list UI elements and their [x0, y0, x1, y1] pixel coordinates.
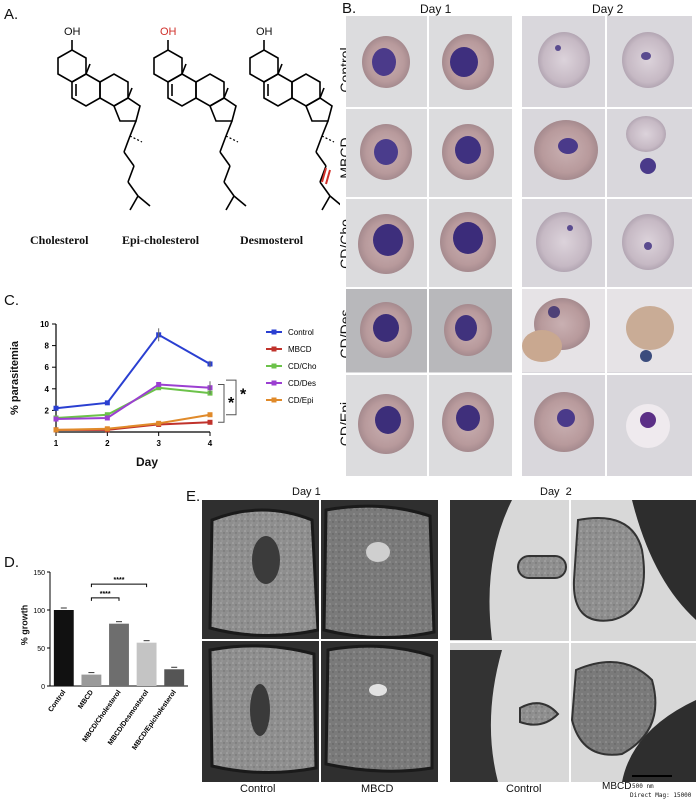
chart-c-ytick-label: 4	[45, 385, 50, 394]
chart-d-bar	[136, 642, 157, 686]
chart-c-ytick-label: 2	[45, 406, 50, 415]
chart-c-point	[104, 412, 110, 418]
chart-c-legend-marker	[271, 380, 277, 386]
panel-e-label-mbcd-1: MBCD	[361, 783, 394, 795]
panel-e-label-mbcd-2: MBCD	[602, 781, 632, 792]
oh-label-cholesterol: OH	[64, 26, 81, 38]
chart-c-point	[53, 405, 59, 411]
chart-c-point	[104, 400, 110, 406]
chart-c-sig-1: *	[228, 395, 235, 412]
panel-d-letter: D.	[4, 554, 19, 571]
chart-d-bracket-2	[90, 583, 148, 588]
chart-d-bar	[81, 674, 102, 686]
chart-c-point	[53, 416, 59, 422]
chart-d-ytick-label: 100	[33, 608, 45, 615]
chart-c-legend-label: Control	[288, 328, 314, 337]
chart-c-legend-label: MBCD	[288, 345, 312, 354]
chart-d-bar	[53, 610, 74, 686]
chart-c-legend-marker	[271, 397, 277, 403]
chart-c-xtick-label: 1	[54, 439, 59, 448]
chart-d-category-label: MBCD	[77, 689, 95, 710]
panel-e-micrographs	[202, 500, 696, 782]
chart-c-legend-label: CD/Cho	[288, 362, 317, 371]
chart-c-xtick-label: 3	[156, 439, 161, 448]
chart-d-bar	[109, 623, 129, 686]
chart-c-legend-marker	[271, 346, 277, 352]
chart-c-line-control	[55, 333, 211, 410]
panel-c-letter: C.	[4, 292, 19, 309]
panel-e-col-day1: Day 1	[292, 486, 321, 498]
chart-d-ytick-label: 0	[41, 684, 45, 691]
chart-c-line-cd-cho	[55, 386, 211, 419]
oh-label-desmosterol: OH	[256, 26, 273, 38]
chart-c-point	[207, 419, 213, 425]
chart-c-point	[104, 415, 110, 421]
label-epi-cholesterol: Epi-cholesterol	[122, 233, 200, 247]
chart-c-sig-2: *	[240, 387, 247, 404]
panel-e-letter: E.	[186, 488, 201, 505]
chart-c-legend-label: CD/Epi	[288, 396, 314, 405]
panel-a-structures	[57, 39, 340, 211]
panel-b-col-day2: Day 2	[592, 2, 624, 16]
chart-c-point	[207, 412, 213, 418]
label-cholesterol: Cholesterol	[30, 233, 89, 247]
chart-c-legend-marker	[271, 363, 277, 369]
label-desmosterol: Desmosterol	[240, 233, 304, 247]
panel-e-label-control-2: Control	[506, 783, 542, 795]
panel-e-label-control-1: Control	[240, 783, 276, 795]
chart-c-ytick-label: 10	[40, 320, 49, 329]
chart-d-category-label: Control	[47, 689, 67, 713]
chart-d-ytick-label: 50	[37, 646, 45, 653]
chart-c-point	[156, 385, 162, 391]
chart-c-point	[104, 426, 110, 432]
chart-c-legend-label: CD/Des	[288, 379, 316, 388]
panel-a-letter: A.	[4, 6, 19, 23]
chart-d-ytick-label: 150	[33, 570, 45, 577]
panel-e-col-day2: Day 2	[540, 486, 572, 498]
chart-d-sig-2: ****	[114, 577, 125, 584]
chart-c-point	[53, 427, 59, 433]
panel-e-mag-text: Direct Mag: 15000	[630, 792, 692, 799]
panel-b-letter: B.	[342, 0, 357, 17]
chart-d-sig-1: ****	[100, 591, 111, 598]
chart-c-line-cd-epi	[55, 413, 211, 431]
oh-label-epi-cholesterol: OH	[160, 26, 177, 38]
chart-c-xlabel: Day	[136, 455, 159, 469]
chart-c-bracket-1	[218, 383, 225, 423]
chart-c-xtick-label: 2	[105, 439, 110, 448]
panel-b-col-day1: Day 1	[420, 2, 452, 16]
chart-d-bar	[164, 669, 185, 686]
chart-c-legend-marker	[271, 329, 277, 335]
panel-e-scale-bar-label: 500 nm	[632, 783, 654, 790]
chart-c-ytick-label: 8	[45, 342, 50, 351]
chart-c-line-cd-des	[55, 383, 211, 421]
panel-b-micrographs	[346, 16, 692, 476]
chart-c-xtick-label: 4	[208, 439, 213, 448]
chart-c-ytick-label: 6	[45, 363, 50, 372]
chart-c-ylabel: % parasitemia	[8, 341, 21, 415]
chart-d-ylabel: % growth	[19, 604, 30, 646]
chart-c-point	[156, 420, 162, 426]
chart-c-point	[156, 381, 162, 387]
chart-d-bracket-1	[90, 597, 120, 601]
chart-c-bracket-2	[226, 379, 237, 416]
